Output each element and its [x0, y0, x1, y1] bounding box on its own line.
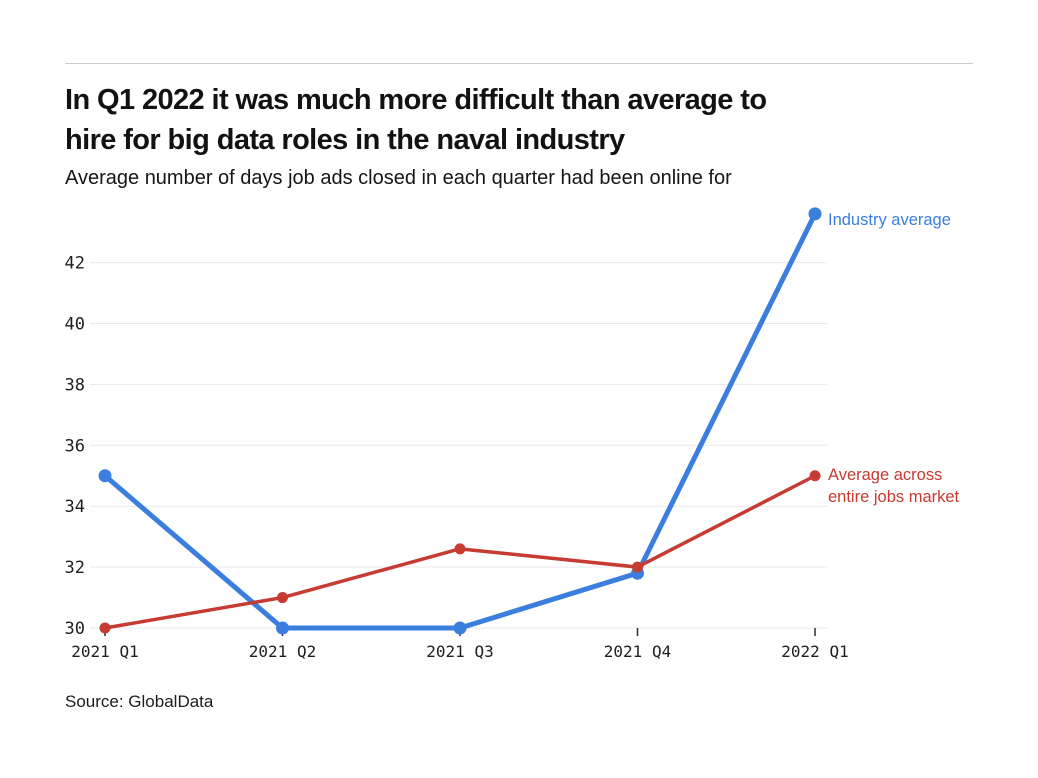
y-axis-tick-label: 34 [65, 497, 85, 517]
x-axis-tick-label: 2021 Q3 [426, 642, 493, 661]
chart-subtitle: Average number of days job ads closed in… [65, 167, 732, 189]
data-point [632, 561, 643, 573]
y-axis-tick-label: 36 [65, 436, 85, 456]
x-axis-tick-label: 2021 Q2 [249, 642, 316, 661]
legend-label-line: entire jobs market [828, 488, 960, 506]
x-axis-tick-label: 2022 Q1 [781, 642, 848, 661]
data-point [809, 470, 821, 482]
y-axis-tick-label: 32 [65, 558, 85, 578]
data-point [454, 543, 466, 555]
source-credit: Source: GlobalData [65, 692, 214, 711]
chart-title: In Q1 2022 it was much more difficult th… [65, 80, 767, 160]
x-axis-tick-label: 2021 Q4 [604, 642, 671, 661]
legend-label-line: Industry average [828, 211, 951, 229]
data-point [98, 469, 112, 483]
data-point [276, 621, 289, 635]
x-axis-tick-label: 2021 Q1 [71, 642, 138, 661]
chart-title-line1: In Q1 2022 it was much more difficult th… [65, 84, 767, 116]
y-axis-tick-label: 40 [65, 315, 85, 335]
chart-title-line2: hire for big data roles in the naval ind… [65, 124, 625, 156]
y-axis-tick-label: 42 [65, 254, 85, 274]
series-line-0 [102, 211, 818, 631]
data-point [808, 207, 822, 221]
data-point [277, 592, 288, 604]
data-point [99, 622, 111, 634]
header-divider [65, 63, 973, 64]
legend-industry-average: Industry average [828, 209, 951, 231]
y-axis-tick-label: 38 [65, 375, 85, 395]
legend-label-line: Average across [828, 466, 943, 484]
data-point [453, 621, 467, 635]
y-axis-tick-label: 30 [65, 619, 85, 639]
legend-jobs-market: Average across entire jobs market [828, 464, 959, 508]
